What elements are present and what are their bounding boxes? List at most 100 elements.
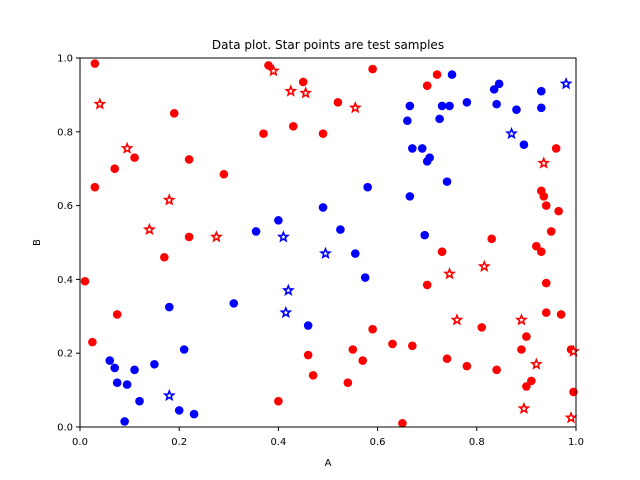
red-data-point [554, 206, 563, 216]
red-data-point [219, 169, 229, 179]
red-data-point [308, 371, 318, 380]
red-data-point [88, 337, 97, 347]
red-data-point [569, 387, 578, 397]
blue-data-point [336, 225, 345, 234]
red-data-point [184, 232, 194, 242]
x-tick-label: 0.2 [171, 437, 187, 448]
y-tick-label: 1.0 [57, 54, 73, 65]
blue-data-point [350, 249, 360, 258]
blue-test-point [276, 230, 290, 243]
red-data-point [536, 247, 546, 257]
blue-data-point [229, 299, 239, 308]
data-points [80, 59, 580, 428]
red-test-point [284, 84, 298, 97]
blue-data-point [363, 182, 372, 192]
red-data-point [184, 155, 194, 164]
y-tick-label: 0.2 [57, 349, 73, 360]
red-data-point [541, 201, 551, 210]
red-data-point [532, 241, 541, 251]
red-test-point [564, 410, 578, 424]
red-data-point [318, 129, 328, 138]
red-data-point [259, 129, 268, 138]
blue-data-point [519, 140, 529, 150]
x-tick-label: 0.6 [370, 437, 386, 448]
blue-data-point [442, 177, 452, 186]
red-data-point [541, 308, 551, 317]
red-test-point [209, 230, 223, 243]
red-data-point [539, 192, 549, 201]
blue-test-point [279, 305, 293, 319]
blue-data-point [447, 70, 457, 79]
blue-data-point [105, 356, 115, 365]
blue-data-point [435, 114, 444, 124]
red-data-point [160, 252, 169, 262]
red-data-point [288, 121, 298, 131]
red-data-point [408, 341, 417, 351]
red-data-point [130, 153, 139, 162]
blue-data-point [437, 101, 447, 111]
red-data-point [298, 77, 308, 87]
blue-data-point [445, 101, 454, 111]
blue-data-point [405, 192, 415, 201]
red-data-point [462, 361, 472, 371]
blue-data-point [408, 144, 417, 153]
blue-data-point [112, 378, 122, 388]
blue-data-point [130, 365, 139, 375]
red-data-point [110, 164, 120, 173]
y-tick-label: 0.0 [57, 423, 73, 434]
y-tick-label: 0.6 [57, 201, 73, 212]
blue-data-point [120, 417, 129, 426]
blue-data-point [360, 273, 370, 282]
red-test-point [142, 222, 156, 236]
red-test-point [567, 344, 580, 357]
blue-data-point [403, 116, 412, 126]
blue-data-point [251, 227, 261, 236]
red-test-point [120, 141, 134, 154]
red-data-point [546, 227, 556, 236]
x-tick-label: 1.0 [568, 437, 584, 448]
blue-data-point [135, 396, 144, 406]
blue-data-point [150, 359, 159, 369]
red-test-point [93, 97, 107, 110]
red-data-point [348, 345, 358, 354]
blue-data-point [179, 345, 189, 354]
red-data-point [527, 376, 536, 386]
blue-data-point [164, 302, 174, 312]
red-data-point [274, 396, 283, 406]
axes: 0.0 0.2 0.4 0.6 0.8 1.0 0.0 0.2 0.4 0.6 0.8 1.0 [57, 54, 584, 449]
red-data-point [522, 382, 531, 391]
red-data-point [517, 345, 526, 354]
red-test-point [443, 267, 456, 280]
x-tick-label: 0.0 [72, 437, 88, 448]
y-tick-label: 0.4 [57, 275, 73, 286]
red-data-point [422, 280, 432, 290]
x-axis-label: A [325, 458, 332, 469]
plot-area [80, 58, 576, 427]
blue-data-point [492, 99, 501, 109]
blue-test-point [559, 77, 573, 90]
chart-title: Data plot. Star points are test samples [212, 38, 444, 52]
blue-data-point [318, 203, 328, 212]
red-data-point [169, 109, 179, 118]
y-axis-label: B [32, 239, 43, 246]
blue-data-point [425, 153, 434, 162]
red-data-point [388, 339, 397, 349]
red-test-point [162, 193, 176, 206]
blue-data-point [536, 86, 546, 96]
red-data-point [437, 247, 447, 257]
red-test-point [348, 101, 362, 114]
blue-data-point [303, 321, 313, 330]
red-test-point [515, 313, 528, 326]
red-data-point [90, 59, 100, 68]
plot-frame [79, 57, 577, 428]
blue-test-point [505, 126, 518, 140]
blue-test-point [162, 388, 176, 402]
blue-data-point [536, 103, 546, 113]
blue-data-point [405, 101, 415, 111]
red-data-point [398, 419, 407, 428]
blue-data-point [189, 409, 199, 419]
x-tick-label: 0.4 [270, 437, 286, 448]
red-test-point [299, 86, 313, 99]
red-data-point [442, 354, 452, 364]
